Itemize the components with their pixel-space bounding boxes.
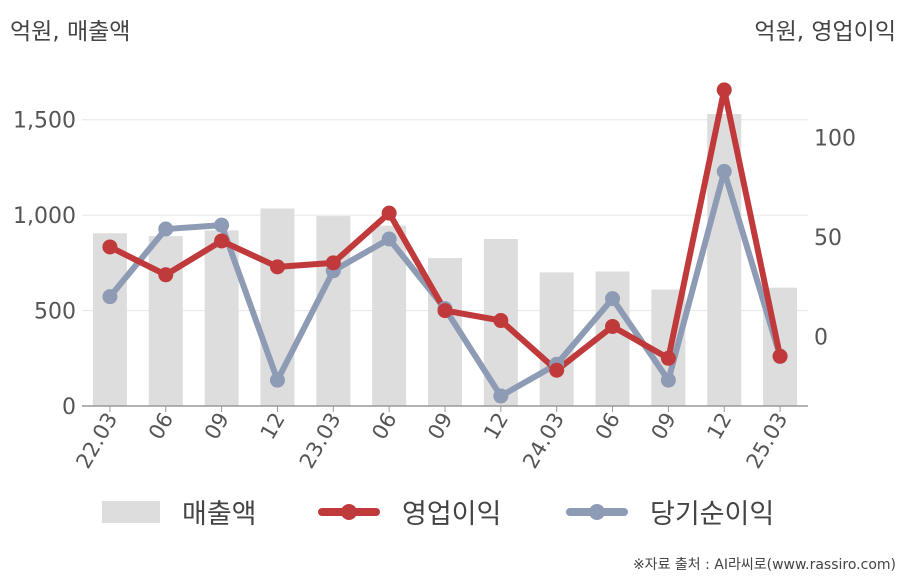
bar (539, 272, 574, 406)
y-right-tick-label: 0 (814, 325, 828, 350)
y-left-tick-label: 1,500 (13, 109, 76, 134)
x-tick-label: 09 (200, 409, 234, 444)
data-point (493, 313, 509, 329)
x-tick-label: 06 (367, 409, 401, 444)
data-point (158, 267, 174, 283)
data-point (381, 205, 397, 221)
bar-series-sales (92, 113, 798, 406)
legend-item-net-income: 당기순이익 (566, 492, 774, 531)
data-point (493, 388, 509, 404)
x-tick-label: 12 (702, 409, 736, 444)
data-point (660, 372, 676, 388)
data-point (102, 289, 118, 305)
legend-item-operating-profit: 영업이익 (318, 492, 501, 531)
x-tick-label: 09 (423, 409, 457, 444)
data-point (716, 82, 732, 98)
legend-dot-net (589, 503, 605, 520)
x-tick-label: 22.03 (71, 409, 122, 473)
source-credit: ※자료 출처 : AI라씨로(www.rassiro.com) (632, 557, 896, 573)
x-tick-label: 12 (256, 409, 290, 444)
data-point (214, 233, 230, 249)
bar (428, 258, 462, 406)
bar (316, 216, 351, 406)
data-point (772, 348, 788, 364)
x-tick-label: 06 (591, 409, 625, 444)
legend-bar-swatch (102, 500, 160, 523)
right-axis-unit-label: 억원, 영업이익 (754, 19, 896, 45)
x-tick-label: 06 (144, 409, 178, 444)
data-point (605, 291, 621, 307)
legend-label-sales: 매출액 (182, 499, 257, 530)
legend-label-operating-profit: 영업이익 (402, 499, 502, 530)
y-right-tick-label: 100 (814, 127, 856, 152)
data-point (437, 303, 453, 319)
y-right-tick-label: 50 (814, 226, 842, 251)
data-point (102, 239, 118, 255)
data-point (381, 231, 397, 247)
data-point (269, 372, 285, 388)
data-point (269, 259, 285, 275)
data-point (325, 255, 341, 271)
x-tick-label: 23.03 (295, 409, 346, 473)
axes (82, 405, 808, 412)
x-tick-label: 09 (647, 409, 681, 444)
y-left-tick-label: 0 (62, 395, 76, 420)
line-points (102, 82, 788, 404)
bar (707, 113, 742, 406)
legend-line-swatch-net (566, 503, 628, 520)
x-tick-label: 24.03 (518, 409, 569, 473)
data-point (158, 221, 174, 237)
data-point (549, 362, 565, 378)
legend-item-sales: 매출액 (102, 492, 257, 531)
y-left-tick-label: 1,000 (13, 204, 76, 229)
data-point (214, 217, 230, 233)
bar (92, 233, 127, 406)
data-point (716, 163, 732, 179)
bar (148, 236, 183, 406)
legend-line-swatch-operating (318, 503, 380, 520)
data-point (660, 350, 676, 366)
left-axis-unit-label: 억원, 매출액 (10, 19, 131, 45)
y-left-tick-label: 500 (34, 300, 76, 325)
legend-dot-operating (341, 503, 357, 520)
x-tick-label: 25.03 (742, 409, 793, 473)
x-tick-label: 12 (479, 409, 513, 444)
data-point (605, 318, 621, 334)
legend-label-net-income: 당기순이익 (650, 499, 775, 530)
